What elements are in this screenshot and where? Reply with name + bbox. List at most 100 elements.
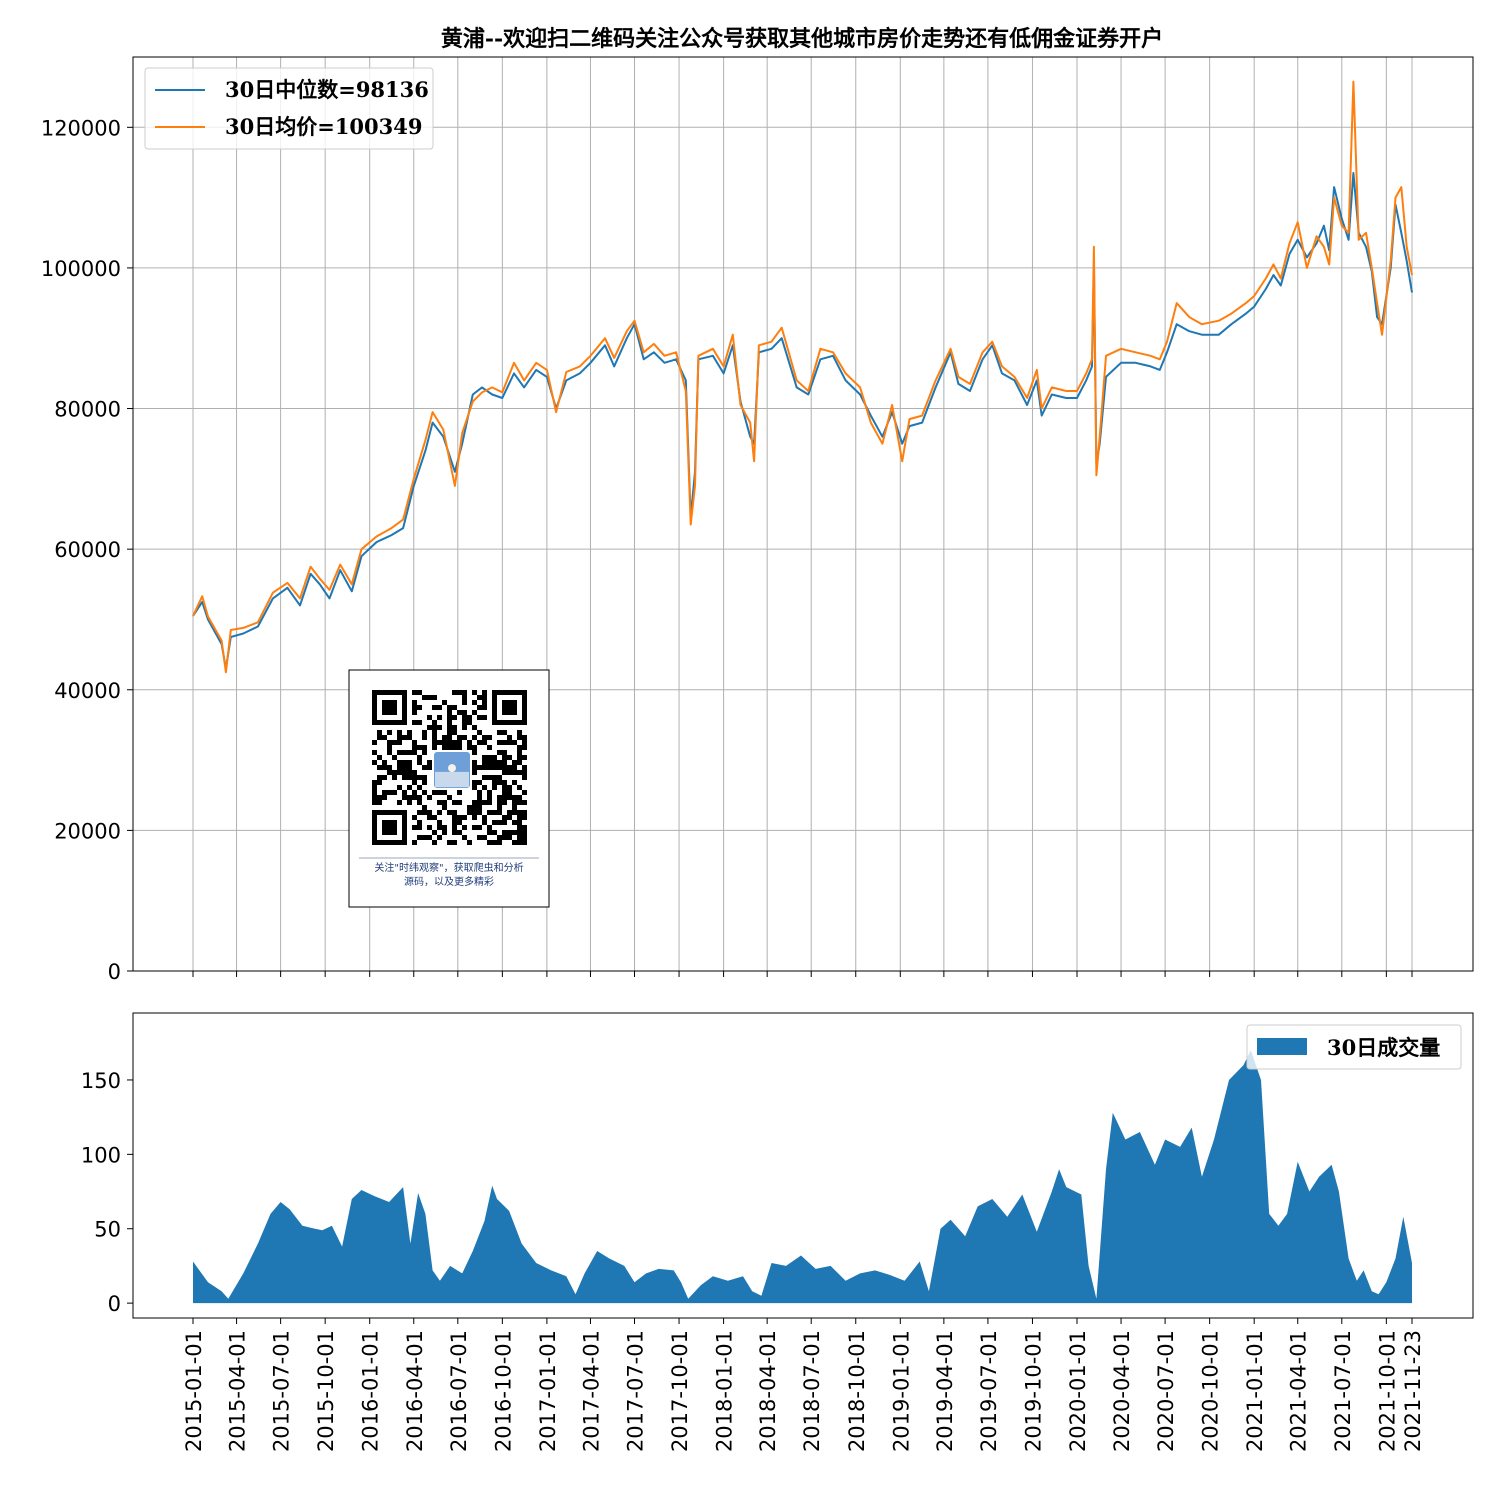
qr-module: [497, 805, 502, 810]
qr-module: [487, 775, 492, 780]
qr-module: [522, 765, 527, 770]
qr-module: [462, 690, 467, 695]
qr-module: [507, 815, 512, 820]
price-grid: [133, 57, 1473, 972]
qr-module: [487, 795, 492, 800]
x-tick-label: 2017-04-01: [579, 1330, 603, 1452]
qr-module: [507, 810, 512, 815]
qr-module: [377, 775, 382, 780]
qr-module: [447, 740, 452, 745]
qr-module: [377, 800, 382, 805]
qr-module: [452, 810, 457, 815]
qr-module: [432, 790, 437, 795]
qr-module: [432, 740, 437, 745]
qr-module: [512, 765, 517, 770]
x-tick-label: 2021-10-01: [1375, 1330, 1399, 1452]
qr-module: [457, 815, 462, 820]
qr-module: [482, 735, 487, 740]
qr-module: [487, 735, 492, 740]
qr-module: [457, 710, 462, 715]
qr-module: [497, 810, 502, 815]
qr-module: [452, 830, 457, 835]
qr-module: [462, 720, 467, 725]
qr-code-image[interactable]: [368, 686, 531, 849]
qr-module: [447, 810, 452, 815]
qr-module: [457, 800, 462, 805]
qr-module: [512, 820, 517, 825]
qr-module: [442, 740, 447, 745]
qr-module: [422, 805, 427, 810]
qr-module: [472, 725, 477, 730]
volume-x-axis: 2015-01-01 2015-04-01 2015-07-01 2015-10-01…: [182, 1318, 1425, 1452]
qr-module: [517, 745, 522, 750]
qr-module: [412, 795, 417, 800]
qr-module: [487, 760, 492, 765]
x-tick-label: 2020-01-01: [1066, 1330, 1090, 1452]
qr-module: [392, 775, 397, 780]
qr-module: [442, 800, 447, 805]
x-tick-label: 2018-07-01: [800, 1330, 824, 1452]
qr-module: [492, 810, 497, 815]
qr-module: [482, 765, 487, 770]
qr-module: [437, 740, 442, 745]
qr-module: [397, 765, 402, 770]
qr-module: [402, 760, 407, 765]
qr-module: [407, 770, 412, 775]
qr-module: [507, 785, 512, 790]
qr-module: [427, 825, 432, 830]
legend-label-volume: 30日成交量: [1327, 1035, 1440, 1060]
y-tick-label: 120000: [41, 116, 121, 140]
qr-module: [492, 780, 497, 785]
qr-caption-line1: 关注"时纬观察"，获取爬虫和分析: [374, 861, 523, 874]
qr-module: [402, 750, 407, 755]
price-chart: 0 20000 40000 60000 80000 100000 120000 30日中位数…: [41, 56, 1474, 984]
qr-module: [462, 715, 467, 720]
qr-module: [512, 800, 517, 805]
qr-module: [497, 760, 502, 765]
x-tick-label: 2019-07-01: [977, 1330, 1001, 1452]
qr-module: [492, 820, 497, 825]
qr-module: [377, 795, 382, 800]
qr-module: [422, 735, 427, 740]
qr-module: [482, 715, 487, 720]
y-tick-label: 100: [81, 1143, 121, 1167]
qr-module: [502, 795, 507, 800]
qr-module: [442, 790, 447, 795]
qr-module: [507, 830, 512, 835]
qr-module: [382, 790, 387, 795]
qr-module: [517, 825, 522, 830]
qr-module: [387, 745, 392, 750]
qr-module: [397, 735, 402, 740]
qr-module: [522, 815, 527, 820]
qr-module: [477, 835, 482, 840]
qr-module: [442, 735, 447, 740]
qr-module: [417, 705, 422, 710]
y-tick-label: 80000: [54, 398, 121, 422]
qr-module: [507, 735, 512, 740]
qr-module: [522, 740, 527, 745]
qr-module: [412, 745, 417, 750]
qr-module: [517, 785, 522, 790]
qr-module: [427, 835, 432, 840]
qr-module: [492, 785, 497, 790]
qr-caption-line2: 源码，以及更多精彩: [404, 875, 494, 888]
qr-module: [462, 815, 467, 820]
qr-module: [502, 780, 507, 785]
qr-module: [457, 740, 462, 745]
qr-module: [447, 710, 452, 715]
y-tick-label: 0: [108, 960, 121, 984]
qr-module: [432, 840, 437, 845]
qr-module: [472, 690, 477, 695]
qr-module: [472, 710, 477, 715]
qr-module: [497, 820, 502, 825]
qr-module: [487, 825, 492, 830]
qr-module: [457, 745, 462, 750]
y-tick-label: 100000: [41, 257, 121, 281]
qr-module: [457, 820, 462, 825]
qr-code-panel[interactable]: 关注"时纬观察"，获取爬虫和分析 源码，以及更多精彩: [348, 669, 550, 908]
qr-module: [457, 830, 462, 835]
x-tick-label: 2019-01-01: [889, 1330, 913, 1452]
qr-module: [417, 755, 422, 760]
qr-module: [407, 735, 412, 740]
qr-module: [412, 770, 417, 775]
